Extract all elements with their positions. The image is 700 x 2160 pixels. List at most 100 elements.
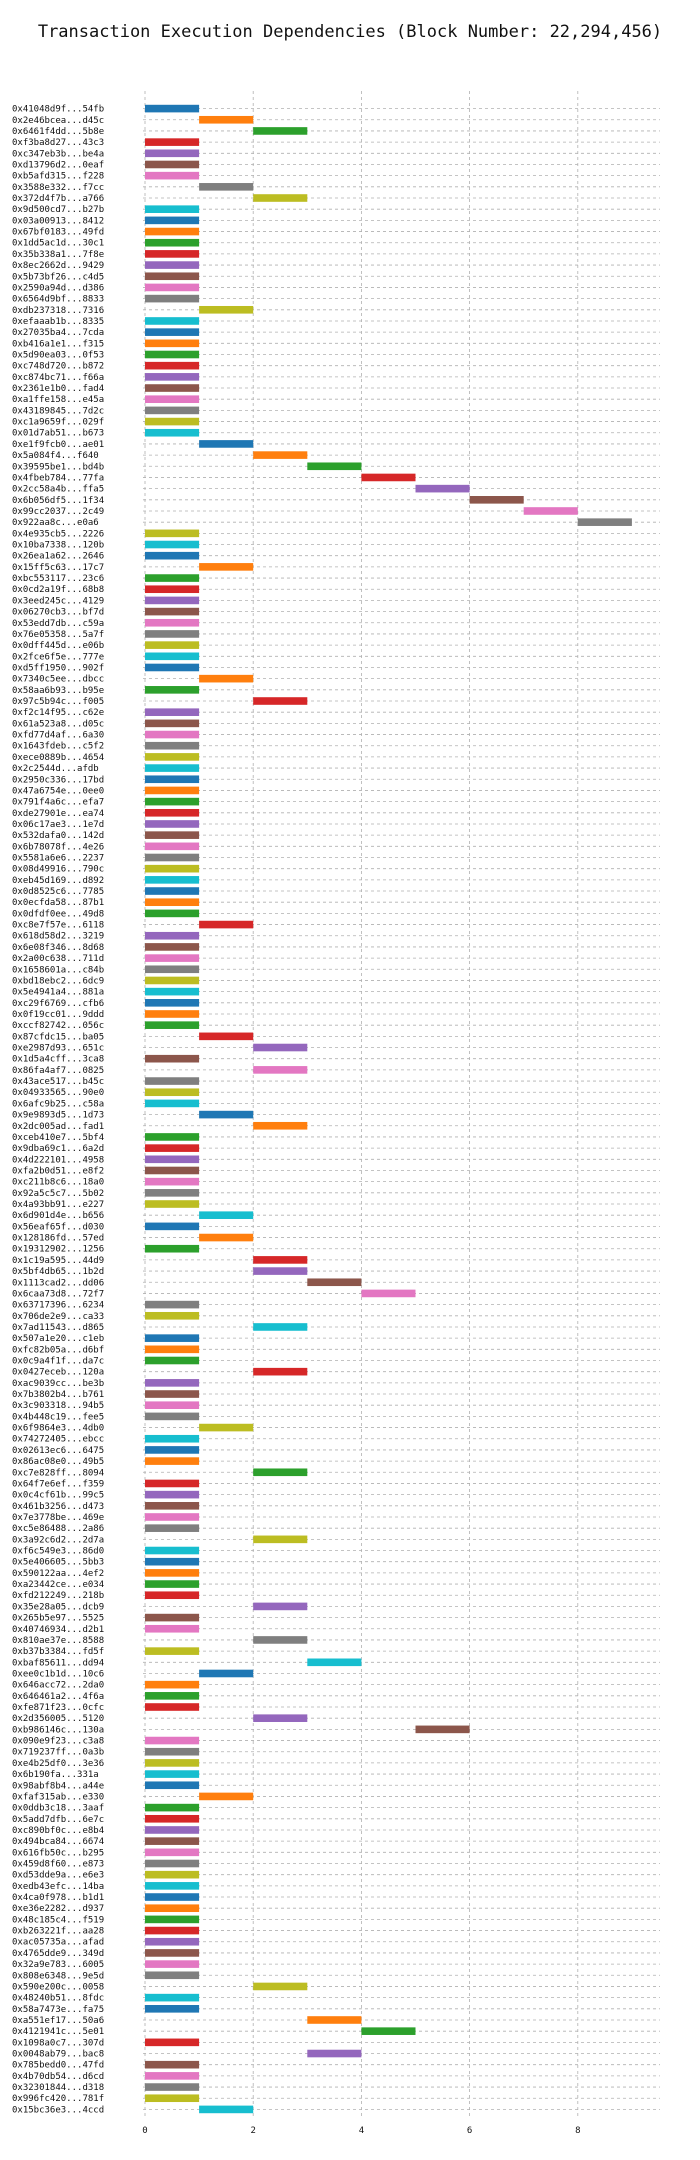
tx-bar	[145, 987, 200, 996]
tx-hash-label: 0x56eaf65f...d030	[12, 1222, 104, 1232]
tx-bar	[199, 183, 254, 191]
x-tick-label: 8	[575, 2126, 580, 2136]
tx-bar	[145, 1177, 200, 1186]
tx-hash-label: 0x1643fdeb...c5f2	[12, 742, 104, 752]
tx-bar	[145, 741, 200, 750]
tx-bar	[145, 350, 200, 359]
tx-hash-label: 0x06270cb3...bf7d	[12, 608, 104, 618]
tx-hash-label: 0x06c17ae3...1e7d	[12, 820, 104, 830]
tx-hash-label: 0x6e08f346...8d68	[12, 943, 104, 953]
tx-bar	[145, 1524, 200, 1532]
tx-hash-label: 0x74272405...ebcc	[12, 1435, 104, 1445]
tx-bar	[253, 1323, 308, 1331]
tx-hash-label: 0xe1f9fcb0...ae01	[12, 440, 104, 450]
tx-bar	[145, 831, 200, 839]
tx-hash-label: 0x63717396...6234	[12, 1301, 104, 1311]
tx-hash-label: 0x9dba69c1...6a2d	[12, 1144, 104, 1154]
tx-hash-label: 0xbaf85611...dd94	[12, 1658, 104, 1668]
tx-hash-label: 0x02613ec6...6475	[12, 1446, 104, 1456]
tx-bar	[145, 1457, 200, 1465]
tx-hash-label: 0x5e4941a4...881a	[12, 988, 104, 998]
tx-bar	[145, 384, 200, 392]
tx-bar	[145, 909, 200, 918]
tx-bar	[145, 317, 200, 325]
tx-bar	[145, 2072, 200, 2080]
tx-hash-label: 0x7e3778be...469e	[12, 1513, 104, 1523]
tx-hash-label: 0xeb45d169...d892	[12, 876, 104, 886]
tx-hash-label: 0x616fb50c...b295	[12, 1848, 104, 1858]
tx-hash-label: 0x590122aa...4ef2	[12, 1569, 104, 1579]
tx-bar	[145, 1155, 200, 1164]
tx-bar	[415, 1725, 470, 1734]
tx-hash-label: 0xccf82742...056c	[12, 1021, 104, 1031]
tx-hash-label: 0x646461a2...4f6a	[12, 1692, 104, 1702]
tx-bar	[145, 1692, 200, 1700]
tx-bar	[145, 1781, 200, 1790]
tx-hash-label: 0x58a7473e...fa75	[12, 2005, 104, 2015]
tx-hash-label: 0x810ae37e...8588	[12, 1636, 104, 1646]
tx-hash-label: 0x58aa6b93...b95e	[12, 686, 104, 696]
tx-bar	[145, 786, 200, 795]
tx-bar	[145, 954, 200, 962]
tx-bar	[145, 1949, 200, 1957]
tx-bar	[145, 585, 200, 594]
tx-hash-label: 0x128186fd...57ed	[12, 1234, 104, 1244]
tx-bar	[145, 2094, 200, 2103]
tx-hash-label: 0x3588e332...f7cc	[12, 183, 104, 193]
tx-bar	[361, 473, 416, 482]
tx-hash-label: 0x0048ab79...bac8	[12, 2050, 104, 2060]
tx-bar	[145, 618, 200, 627]
x-axis-ticks: 0 2 4 6 8	[142, 2126, 580, 2136]
tx-hash-label: 0x719237ff...0a3b	[12, 1748, 104, 1758]
tx-hash-label: 0x2c2544d...afdb	[12, 764, 99, 774]
tx-hash-label: 0xee0c1b1d...10c6	[12, 1669, 104, 1679]
tx-hash-label: 0x7b3802b4...b761	[12, 1390, 104, 1400]
tx-hash-label: 0x922aa8c...e0a6	[12, 518, 99, 528]
tx-bar	[145, 373, 200, 381]
tx-hash-label: 0x7ad11543...d865	[12, 1323, 104, 1333]
tx-bar	[253, 194, 308, 202]
tx-hash-label: 0x4765dde9...349d	[12, 1949, 104, 1959]
tx-bar	[145, 931, 200, 940]
tx-bar	[145, 1647, 200, 1655]
tx-bar	[145, 1300, 200, 1309]
tx-hash-label: 0xedb43efc...14ba	[12, 1882, 104, 1892]
tx-bar	[145, 138, 200, 146]
tx-hash-label: 0x43189845...7d2c	[12, 406, 104, 416]
tx-hash-label: 0xc890bf0c...e8b4	[12, 1826, 104, 1836]
tx-hash-label: 0xfaf315ab...e330	[12, 1792, 104, 1802]
tx-hash-label: 0x2fce6f5e...777e	[12, 652, 104, 662]
tx-bar	[145, 1803, 200, 1812]
tx-hash-label: 0x2590a94d...d386	[12, 283, 104, 293]
tx-bar	[145, 216, 200, 225]
tx-hash-label: 0x785bedd0...47fd	[12, 2061, 104, 2071]
tx-hash-label: 0x2dc005ad...fad1	[12, 1122, 104, 1132]
tx-hash-label: 0x459d8f60...e873	[12, 1860, 104, 1870]
tx-hash-label: 0x2d356005...5120	[12, 1714, 104, 1724]
tx-bar	[145, 943, 200, 951]
tx-hash-label: 0x8ec2662d...9429	[12, 261, 104, 271]
tx-hash-label: 0x1c19a595...44d9	[12, 1256, 104, 1266]
tx-bar	[199, 1233, 254, 1242]
tx-hash-label: 0x590e200c...0058	[12, 1982, 104, 1992]
tx-bar	[253, 1267, 308, 1275]
tx-hash-label: 0x618d58d2...3219	[12, 932, 104, 942]
tx-hash-label: 0x86fa4af7...0825	[12, 1066, 104, 1076]
tx-hash-label: 0x2950c336...17bd	[12, 775, 104, 785]
tx-hash-label: 0x26ea1a62...2646	[12, 552, 104, 562]
tx-hash-label: 0x5b73bf26...c4d5	[12, 272, 104, 282]
tx-hash-label: 0x5e406605...5bb3	[12, 1558, 104, 1568]
tx-bar	[145, 2005, 200, 2013]
tx-hash-label: 0xde27901e...ea74	[12, 809, 104, 819]
tx-hash-label: 0xb986146c...130a	[12, 1725, 104, 1735]
tx-hash-label: 0x0427eceb...120a	[12, 1368, 104, 1378]
tx-hash-label: 0xe4b25df0...3e36	[12, 1759, 104, 1769]
tx-bar	[145, 876, 200, 884]
x-tick-label: 0	[142, 2126, 147, 2136]
tx-bar	[145, 1904, 200, 1913]
tx-bar	[145, 1848, 200, 1857]
tx-bar	[145, 1770, 200, 1778]
tx-bar	[145, 1915, 200, 1924]
tx-bar	[145, 775, 200, 784]
tx-hash-label: 0xd53dde9a...e6e3	[12, 1871, 104, 1881]
